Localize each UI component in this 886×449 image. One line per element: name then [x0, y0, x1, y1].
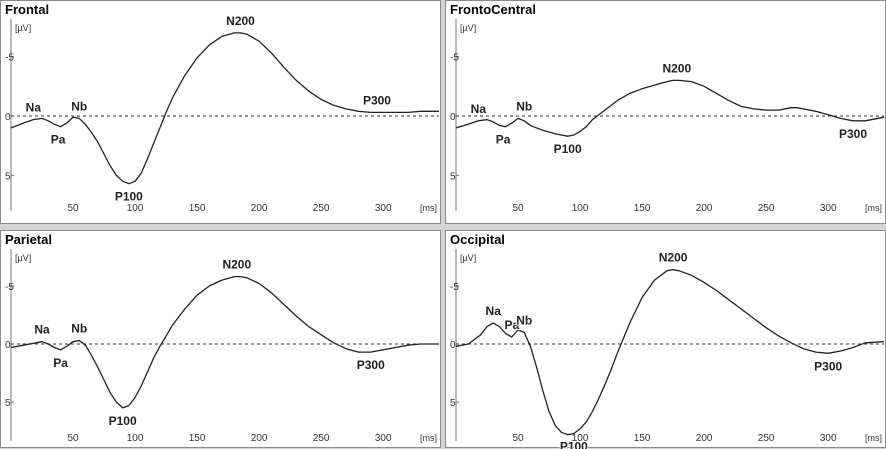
x-tick-label: 100 — [127, 203, 144, 214]
chart-title: Parietal — [5, 232, 52, 247]
chart-panel-frontocentral: FrontoCentral [µV] [ms] -5 0 5 50 100 150 200 250… — [445, 0, 886, 224]
x-tick-label: 300 — [375, 203, 392, 214]
peak-label-p100: P100 — [115, 190, 143, 204]
y-unit-label: [µV] — [15, 253, 31, 263]
x-tick-label: 100 — [572, 433, 589, 444]
x-tick-label: 250 — [313, 433, 330, 444]
peak-label-na: Na — [486, 304, 502, 318]
x-tick-label: 300 — [820, 203, 837, 214]
peak-label-pa: Pa — [51, 133, 66, 147]
chart-title: FrontoCentral — [450, 2, 536, 17]
peak-label-p100: P100 — [560, 440, 588, 449]
y-unit-label: [µV] — [460, 253, 476, 263]
erp-trace-line — [10, 32, 439, 185]
erp-trace-line — [455, 79, 885, 137]
peak-label-nb: Nb — [516, 99, 532, 113]
y-tick-label: 5 — [5, 398, 11, 409]
x-tick-label: 50 — [512, 433, 524, 444]
y-tick-label: 0 — [450, 340, 456, 351]
chart-title: Frontal — [5, 2, 50, 17]
x-tick-label: 200 — [251, 203, 268, 214]
y-tick-label: -5 — [450, 282, 459, 293]
x-tick-label: 150 — [189, 203, 206, 214]
x-tick-label: 250 — [313, 203, 330, 214]
erp-trace-line — [455, 268, 885, 436]
x-tick-label: 200 — [696, 433, 713, 444]
x-tick-label: 300 — [375, 433, 392, 444]
peak-label-pa: Pa — [504, 318, 519, 332]
x-tick-label: 150 — [189, 433, 206, 444]
peak-label-n200: N200 — [222, 258, 251, 272]
y-tick-label: 0 — [5, 340, 11, 351]
peak-label-na: Na — [26, 101, 42, 115]
y-tick-label: 5 — [450, 398, 456, 409]
peak-label-pa: Pa — [53, 356, 68, 370]
peak-label-p100: P100 — [109, 414, 137, 428]
x-tick-label: 300 — [820, 433, 837, 444]
y-unit-label: [µV] — [15, 23, 31, 33]
chart-panel-frontal: Frontal [µV] [ms] -5 0 5 50 100 150 200 250 300 Na P… — [0, 0, 441, 224]
x-tick-label: 50 — [67, 433, 79, 444]
x-tick-label: 150 — [634, 433, 651, 444]
peak-label-n200: N200 — [659, 251, 688, 265]
peak-label-p300: P300 — [839, 127, 867, 141]
peak-label-nb: Nb — [516, 313, 532, 327]
x-tick-label: 50 — [67, 203, 79, 214]
peak-label-p300: P300 — [363, 93, 391, 107]
peak-label-p300: P300 — [814, 359, 842, 373]
chart-plot-frontocentral: [µV] [ms] -5 0 5 50 100 150 200 250 300 Na Pa Nb P100 N… — [450, 19, 885, 214]
y-tick-label: -5 — [5, 282, 14, 293]
x-tick-label: 100 — [572, 203, 589, 214]
erp-trace-line — [10, 275, 439, 409]
x-tick-label: 250 — [758, 433, 775, 444]
chart-plot-frontal: [µV] [ms] -5 0 5 50 100 150 200 250 300 Na Pa Nb P100 N… — [5, 13, 439, 214]
x-tick-label: 100 — [127, 433, 144, 444]
peak-label-p300: P300 — [357, 358, 385, 372]
x-tick-label: 200 — [696, 203, 713, 214]
peak-label-n200: N200 — [662, 61, 691, 75]
x-unit-label: [ms] — [420, 433, 437, 443]
x-tick-label: 200 — [251, 433, 268, 444]
y-tick-label: 5 — [450, 171, 456, 182]
x-unit-label: [ms] — [865, 203, 882, 213]
peak-label-na: Na — [34, 323, 50, 337]
peak-label-n200: N200 — [226, 14, 255, 28]
x-tick-label: 250 — [758, 203, 775, 214]
x-tick-label: 150 — [634, 203, 651, 214]
y-tick-label: -5 — [5, 53, 14, 64]
peak-label-nb: Nb — [71, 99, 87, 113]
y-tick-label: 0 — [450, 112, 456, 123]
chart-plot-parietal: [µV] [ms] -5 0 5 50 100 150 200 250 300 Na Pa Nb P100 N… — [5, 249, 439, 444]
peak-label-na: Na — [471, 102, 487, 116]
y-tick-label: 5 — [5, 171, 11, 182]
x-unit-label: [ms] — [865, 433, 882, 443]
peak-label-p100: P100 — [554, 142, 582, 156]
y-tick-label: 0 — [5, 112, 11, 123]
x-unit-label: [ms] — [420, 203, 437, 213]
x-tick-label: 50 — [512, 203, 524, 214]
chart-title: Occipital — [450, 232, 505, 247]
chart-panel-occipital: Occipital [µV] [ms] -5 0 5 50 100 150 200 250 300 N… — [445, 230, 886, 449]
chart-panel-parietal: Parietal [µV] [ms] -5 0 5 50 100 150 200 250 300 Na… — [0, 230, 441, 448]
peak-label-nb: Nb — [71, 322, 87, 336]
y-unit-label: [µV] — [460, 23, 476, 33]
y-tick-label: -5 — [450, 53, 459, 64]
peak-label-pa: Pa — [496, 133, 511, 147]
